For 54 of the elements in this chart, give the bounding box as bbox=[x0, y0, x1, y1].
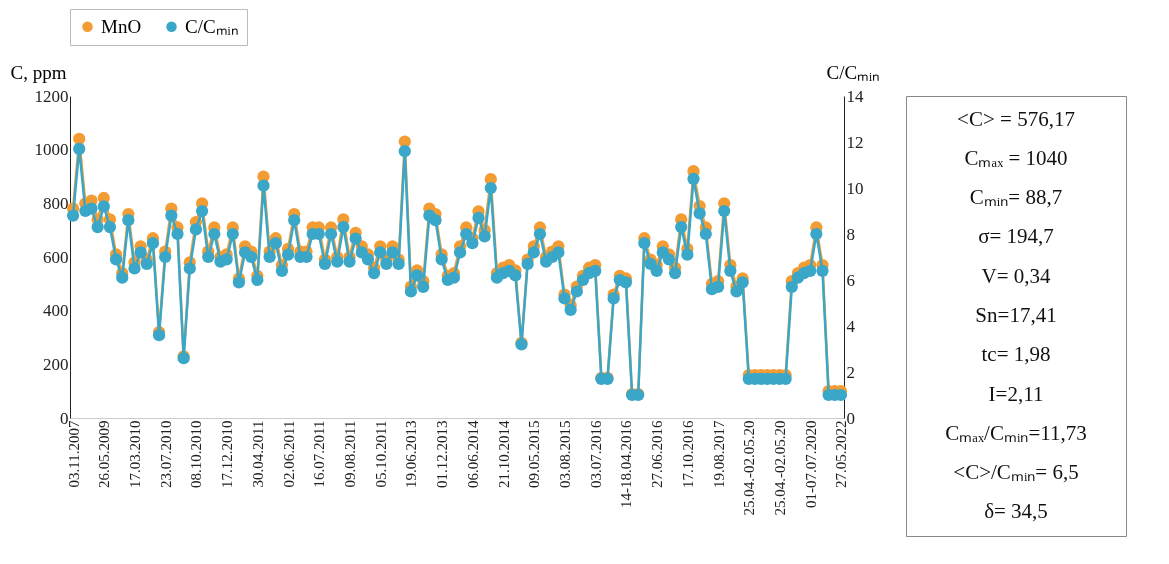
text: Cₘₐₓ/Cₘᵢₙ=11,73 bbox=[945, 420, 1087, 445]
x-tick-label: 17.03.2010 bbox=[127, 420, 143, 488]
x-tick-label: 26.05.2009 bbox=[96, 420, 113, 488]
y2-tick-label: 2 bbox=[846, 362, 855, 382]
x-tick-label: 27.06.2016 bbox=[649, 420, 666, 488]
text: Cₘₐₓ = 1040 bbox=[964, 145, 1068, 170]
y2-axis-title: C/Cₘᵢₙ bbox=[826, 61, 881, 83]
legend-label: C/Cₘᵢₙ bbox=[185, 15, 239, 37]
x-tick-label: 09.05.2015 bbox=[526, 420, 543, 488]
x-tick-label: 05.10.2011 bbox=[372, 420, 389, 488]
text: σ= 194,7 bbox=[978, 224, 1054, 249]
y-tick-label: 400 bbox=[43, 301, 69, 321]
text: δ= 34,5 bbox=[984, 499, 1048, 524]
x-tick-label: 14-18.04.2016 bbox=[618, 420, 635, 508]
text: Cₘᵢₙ= 88,7 bbox=[969, 185, 1063, 210]
y-axis-title: C, ppm bbox=[10, 61, 67, 83]
x-tick-label: 08.10.2010 bbox=[188, 420, 205, 488]
y-tick-label: 1200 bbox=[34, 86, 69, 106]
y-tick-label: 800 bbox=[43, 193, 69, 213]
x-tick-label: 09.08.2011 bbox=[342, 420, 358, 488]
y2-tick-label: 4 bbox=[846, 316, 856, 336]
x-tick-label: 03.08.2015 bbox=[557, 420, 573, 488]
y2-tick-label: 10 bbox=[846, 178, 864, 198]
x-tick-label: 25.04.-02.05.20 bbox=[741, 420, 758, 516]
x-tick-label: 25.04.-02.05.20 bbox=[772, 420, 788, 516]
text: Sn=17,41 bbox=[975, 303, 1057, 327]
y-tick-label: 0 bbox=[60, 408, 69, 428]
y-tick-label: 200 bbox=[43, 354, 69, 374]
x-tick-label: 01.12.2013 bbox=[434, 420, 451, 488]
x-tick-label: 16.07.2011 bbox=[311, 420, 328, 488]
text: I=2,11 bbox=[988, 381, 1044, 406]
y2-tick-label: 8 bbox=[846, 224, 855, 244]
y2-tick-label: 12 bbox=[846, 132, 864, 152]
x-tick-label: 03.07.2016 bbox=[587, 420, 604, 488]
x-tick-label: 19.06.2013 bbox=[403, 420, 420, 488]
text: tc= 1,98 bbox=[981, 342, 1051, 367]
text: <C> = 576,17 bbox=[957, 106, 1075, 131]
x-tick-label: 19.08.2017 bbox=[710, 420, 727, 488]
x-tick-label: 30.04.2011 bbox=[249, 420, 266, 488]
text: <C>/Cₘᵢₙ= 6,5 bbox=[953, 460, 1079, 485]
x-tick-label: 23.07.2010 bbox=[157, 420, 174, 488]
x-tick-label: 21.10.2014 bbox=[495, 420, 512, 488]
y2-tick-label: 14 bbox=[846, 86, 864, 106]
x-tick-label: 06.06.2014 bbox=[464, 420, 481, 488]
x-tick-label: 17.12.2010 bbox=[219, 420, 236, 488]
x-tick-label: 01-07.07.2020 bbox=[802, 420, 819, 508]
y2-tick-label: 0 bbox=[846, 408, 855, 428]
y2-tick-label: 6 bbox=[846, 270, 855, 290]
x-tick-label: 02.06.2011 bbox=[280, 420, 297, 488]
text: V= 0,34 bbox=[981, 263, 1051, 288]
legend-label: MnO bbox=[101, 15, 142, 37]
y-tick-label: 1000 bbox=[34, 140, 69, 160]
y-tick-label: 600 bbox=[43, 247, 69, 267]
x-tick-label: 17.10.2016 bbox=[679, 420, 696, 488]
